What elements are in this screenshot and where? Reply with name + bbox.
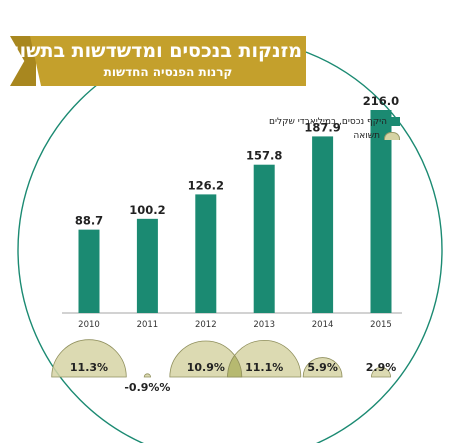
x-tick-2010: 2010 [78, 320, 100, 330]
bar-2011 [136, 218, 158, 313]
x-tick-2011: 2011 [137, 320, 159, 330]
bars-group [78, 110, 392, 313]
return-label-2015: 2.9% [366, 361, 397, 374]
bar-2012 [195, 194, 217, 313]
title-banner [30, 36, 306, 86]
bar-value-2010: 88.7 [75, 214, 103, 228]
legend-assets-swatch [391, 117, 400, 126]
bar-2010 [78, 229, 100, 313]
return-label-2013: 11.1% [245, 361, 283, 374]
bar-value-2013: 157.8 [246, 149, 282, 163]
bar-value-2015: 216.0 [363, 94, 399, 108]
return-label-2012: 10.9% [187, 361, 225, 374]
chart-title: מזנקות בנכסים ומדשדשות בתשואות [0, 40, 302, 62]
return-label-2014: 5.9% [307, 361, 338, 374]
return-labels-group: 11.3% -0.9%% 10.9% 11.1% 5.9% 2.9% [70, 361, 396, 394]
bar-value-2014: 187.9 [304, 120, 340, 134]
return-label-2010: 11.3% [70, 361, 108, 374]
legend-return-swatch [384, 131, 400, 140]
x-tick-labels-group: 2010 2011 2012 2013 2014 2015 [78, 320, 392, 330]
bar-values-group: 88.7 100.2 126.2 157.8 187.9 216.0 [75, 94, 399, 228]
return-label-2011: -0.9%% [124, 381, 170, 394]
chart-subtitle: קרנות הפנסיה החדשות [103, 65, 233, 79]
x-tick-2014: 2014 [312, 320, 334, 330]
x-tick-2015: 2015 [370, 320, 392, 330]
legend-return-label: תשואה [353, 131, 380, 141]
return-bubble-2015 [371, 367, 391, 378]
bar-2013 [253, 164, 275, 313]
return-bubbles-group [51, 339, 391, 378]
return-bubble-overlap [227, 354, 243, 378]
bar-value-2012: 126.2 [188, 178, 224, 192]
legend-assets: היקף נכסים, במיליארדי שקלים [232, 117, 400, 127]
x-tick-2012: 2012 [195, 320, 217, 330]
return-bubble-2011 [143, 373, 152, 378]
legend-return: תשואה [232, 131, 400, 141]
bar-value-2011: 100.2 [129, 203, 165, 217]
x-tick-2013: 2013 [253, 320, 275, 330]
bar-2014 [312, 136, 334, 313]
bar-2015 [370, 110, 392, 313]
return-bubble-2010 [51, 339, 127, 378]
return-bubble-2014 [302, 357, 343, 378]
legend-assets-label: היקף נכסים, במיליארדי שקלים [268, 117, 387, 127]
